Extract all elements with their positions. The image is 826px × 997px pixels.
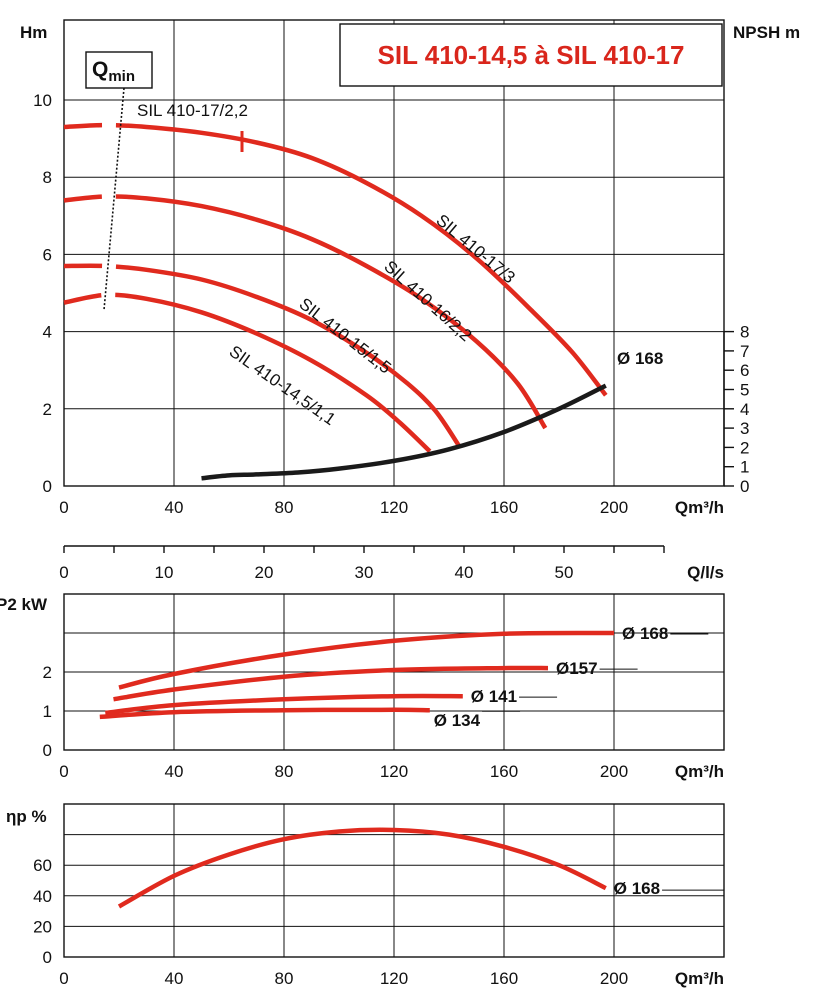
eff-y-tick-60: 60 bbox=[33, 856, 52, 875]
npsh-y-tick-3: 3 bbox=[740, 419, 749, 438]
head-curve-3 bbox=[63, 292, 432, 453]
power-curve-2 bbox=[105, 693, 463, 716]
power-curve-label-3: Ø 134 bbox=[434, 711, 481, 730]
eff-x-tick-40: 40 bbox=[165, 969, 184, 988]
chart-title: SIL 410-14,5 à SIL 410-17 bbox=[378, 40, 685, 70]
title-box bbox=[339, 23, 723, 87]
head-x-tick-0: 0 bbox=[59, 498, 68, 517]
npsh-y-tick-1: 1 bbox=[740, 458, 749, 477]
head-series bbox=[63, 122, 608, 481]
power-series: Ø 168 Ø157 Ø 141 Ø 134 bbox=[99, 624, 709, 730]
power-curve-label-0: Ø 168 bbox=[622, 624, 668, 643]
power-x-tick-0: 0 bbox=[59, 762, 68, 781]
npsh-y-tick-0: 0 bbox=[740, 477, 749, 496]
npsh-curve bbox=[201, 383, 607, 481]
efficiency-curve-0 bbox=[117, 827, 607, 909]
power-curve-0 bbox=[118, 630, 615, 690]
eff-x-tick-80: 80 bbox=[275, 969, 294, 988]
head-x-tick-200: 200 bbox=[600, 498, 628, 517]
power-curve-label-1: Ø157 bbox=[556, 659, 598, 678]
power-axis-label: P2 kW bbox=[0, 595, 48, 614]
eff-y-tick-0: 0 bbox=[43, 948, 52, 967]
head-axis-label: Hm bbox=[20, 23, 47, 42]
power-curve-3 bbox=[99, 707, 430, 720]
eff-x-tick-120: 120 bbox=[380, 969, 408, 988]
label-sil-410-17-2-2: SIL 410-17/2,2 bbox=[137, 101, 248, 120]
label-npsh-168: Ø 168 bbox=[617, 349, 663, 368]
power-curve-label-2: Ø 141 bbox=[471, 687, 517, 706]
head-curve-0 bbox=[63, 122, 608, 397]
eff-x-tick-200: 200 bbox=[600, 969, 628, 988]
qmin-line bbox=[103, 87, 125, 311]
npsh-y-tick-6: 6 bbox=[740, 361, 749, 380]
eff-x-tick-160: 160 bbox=[490, 969, 518, 988]
npsh-y-tick-4: 4 bbox=[740, 400, 749, 419]
flow-axis-label-efficiency: Qm³/h bbox=[675, 969, 724, 988]
npsh-y-tick-2: 2 bbox=[740, 438, 749, 457]
flow-axis-label-power: Qm³/h bbox=[675, 762, 724, 781]
label-sil-410-14-5-1-1: SIL 410-14,5/1,1 bbox=[226, 342, 339, 429]
head-curve-1 bbox=[63, 194, 548, 430]
npsh-y-tick-5: 5 bbox=[740, 381, 749, 400]
eff-y-tick-20: 20 bbox=[33, 917, 52, 936]
lps-tick-50: 50 bbox=[555, 563, 574, 582]
head-y-tick-2: 2 bbox=[43, 400, 52, 419]
head-y-tick-8: 8 bbox=[43, 168, 52, 187]
power-plot-frame bbox=[63, 593, 725, 751]
power-x-tick-80: 80 bbox=[275, 762, 294, 781]
power-curve-1 bbox=[113, 665, 549, 702]
lps-tick-10: 10 bbox=[155, 563, 174, 582]
power-y-tick-1: 1 bbox=[43, 702, 52, 721]
power-x-tick-120: 120 bbox=[380, 762, 408, 781]
power-grid: 0 40 80 120 160 200 0 1 2 bbox=[43, 594, 724, 781]
head-y-tick-10: 10 bbox=[33, 91, 52, 110]
power-y-tick-2: 2 bbox=[43, 663, 52, 682]
head-y-tick-4: 4 bbox=[43, 323, 52, 342]
qmin-label: Qmin bbox=[92, 58, 135, 85]
power-x-tick-40: 40 bbox=[165, 762, 184, 781]
efficiency-plot-frame bbox=[63, 803, 725, 958]
head-x-tick-80: 80 bbox=[275, 498, 294, 517]
lps-tick-40: 40 bbox=[455, 563, 474, 582]
label-sil-410-17-3: SIL 410-17/3 bbox=[432, 211, 518, 288]
head-x-tick-120: 120 bbox=[380, 498, 408, 517]
head-y-tick-6: 6 bbox=[43, 245, 52, 264]
eff-y-tick-40: 40 bbox=[33, 887, 52, 906]
efficiency-axis-label: ηp % bbox=[6, 807, 47, 826]
npsh-y-tick-7: 7 bbox=[740, 342, 749, 361]
efficiency-curve-label-0: Ø 168 bbox=[614, 879, 660, 898]
lps-ticks: 0 10 20 30 40 50 bbox=[59, 546, 665, 582]
power-y-tick-0: 0 bbox=[43, 741, 52, 760]
power-chart: 0 40 80 120 160 200 0 1 2 Ø 168 Ø157 Ø 141 Ø 134 P2… bbox=[0, 593, 725, 781]
qmin-box bbox=[85, 51, 153, 89]
lps-tick-20: 20 bbox=[255, 563, 274, 582]
power-x-tick-160: 160 bbox=[490, 762, 518, 781]
npsh-y-tick-8: 8 bbox=[740, 323, 749, 342]
head-x-tick-160: 160 bbox=[490, 498, 518, 517]
flow-axis-label-top: Qm³/h bbox=[675, 498, 724, 517]
npsh-axis-label: NPSH m bbox=[733, 23, 800, 42]
head-plot-frame bbox=[63, 19, 725, 487]
lps-axis-label: Q/l/s bbox=[687, 563, 724, 582]
label-sil-410-15-1-5: SIL 410-15/1,5 bbox=[296, 294, 395, 377]
lps-axis: 0 10 20 30 40 50 Q/l/s bbox=[59, 545, 724, 582]
lps-tick-0: 0 bbox=[59, 563, 68, 582]
power-x-tick-200: 200 bbox=[600, 762, 628, 781]
head-curve-2 bbox=[63, 263, 462, 449]
head-x-tick-40: 40 bbox=[165, 498, 184, 517]
efficiency-grid: 0 40 80 120 160 200 0 20 40 60 bbox=[33, 804, 724, 988]
eff-x-tick-0: 0 bbox=[59, 969, 68, 988]
efficiency-chart: 0 40 80 120 160 200 0 20 40 60 Ø 168 ηp % Qm³/h bbox=[6, 803, 725, 988]
efficiency-series: Ø 168 bbox=[117, 827, 724, 909]
head-y-tick-0: 0 bbox=[43, 477, 52, 496]
lps-tick-30: 30 bbox=[355, 563, 374, 582]
